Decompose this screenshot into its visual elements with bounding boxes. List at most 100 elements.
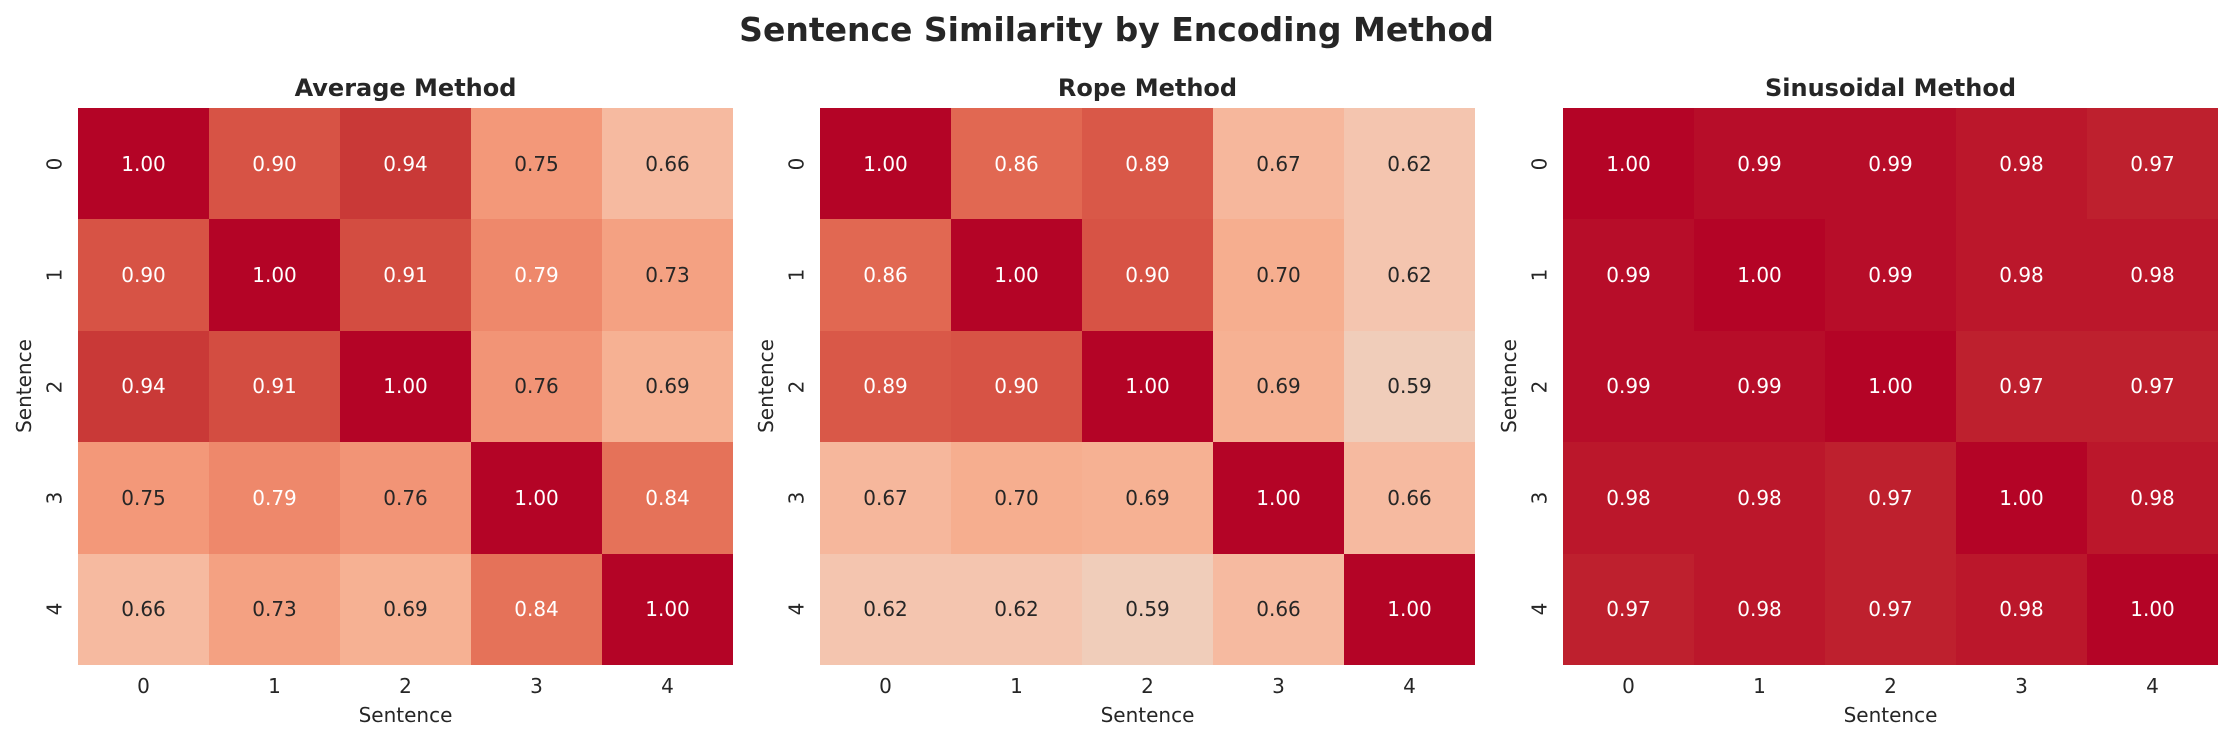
heatmap-cell: 1.00 <box>471 442 602 554</box>
heatmap-cell: 0.99 <box>1694 108 1825 220</box>
heatmap-cell: 0.90 <box>209 108 340 220</box>
heatmap-cell: 0.99 <box>1563 330 1694 443</box>
heatmap-cell: 0.66 <box>1344 442 1475 554</box>
heatmap-cell: 0.98 <box>1694 553 1825 665</box>
heatmap-cell: 0.86 <box>951 108 1082 220</box>
heatmap-cell: 0.97 <box>1563 553 1694 665</box>
heatmap-cell: 0.69 <box>1213 330 1344 443</box>
heatmap-cell: 0.90 <box>951 330 1082 443</box>
y-tick: 3 <box>41 491 66 505</box>
heatmap-grid: 1.00 0.90 0.94 0.75 0.66 0.90 1.00 0.91 0.79 0.73… <box>78 108 733 665</box>
x-axis-ticks: 0 1 2 3 4 <box>78 672 733 700</box>
heatmap-grid: 1.00 0.99 0.99 0.98 0.97 0.99 1.00 0.99 0.98 0.98… <box>1563 108 2218 665</box>
heatmap-cell: 0.62 <box>1344 108 1475 220</box>
y-tick: 4 <box>783 602 808 616</box>
x-tick: 4 <box>661 674 674 698</box>
heatmap-cell: 0.69 <box>1082 442 1213 554</box>
heatmap-cell: 1.00 <box>1082 330 1213 443</box>
heatmap-cell: 0.69 <box>340 553 471 665</box>
y-tick: 3 <box>783 491 808 505</box>
heatmap-cell: 1.00 <box>1956 442 2087 554</box>
heatmap-cell: 0.98 <box>1956 108 2087 220</box>
heatmap-cell: 1.00 <box>1344 553 1475 665</box>
figure-title: Sentence Similarity by Encoding Method <box>739 10 1494 49</box>
heatmap-cell: 0.79 <box>471 219 602 331</box>
heatmap-cell: 0.97 <box>2087 108 2218 220</box>
heatmap-cell: 0.89 <box>1082 108 1213 220</box>
y-tick: 2 <box>1526 380 1551 393</box>
heatmap-cell: 0.94 <box>340 108 471 220</box>
heatmap-cell: 0.86 <box>820 219 951 331</box>
heatmap-cell: 0.73 <box>602 219 733 331</box>
heatmap-cell: 0.69 <box>602 330 733 443</box>
y-tick: 0 <box>1526 157 1551 171</box>
heatmap-cell: 0.59 <box>1344 330 1475 443</box>
heatmap-grid: 1.00 0.86 0.89 0.67 0.62 0.86 1.00 0.90 0.70 0.62… <box>820 108 1475 665</box>
heatmap-cell: 1.00 <box>1694 219 1825 331</box>
heatmap-cell: 0.94 <box>78 330 209 443</box>
y-tick: 2 <box>783 380 808 393</box>
y-tick: 1 <box>41 268 66 282</box>
y-tick: 4 <box>41 602 66 616</box>
y-tick: 2 <box>41 380 66 393</box>
x-tick: 1 <box>268 674 281 698</box>
x-tick: 2 <box>1141 674 1154 698</box>
y-tick: 1 <box>783 268 808 282</box>
heatmap-cell: 0.89 <box>820 330 951 443</box>
heatmap-cell: 0.79 <box>209 442 340 554</box>
x-tick: 2 <box>399 674 412 698</box>
y-axis-ticks: 0 1 2 3 4 <box>39 108 69 665</box>
heatmap-cell: 0.91 <box>340 219 471 331</box>
x-tick: 0 <box>1622 674 1635 698</box>
heatmap-cell: 0.73 <box>209 553 340 665</box>
heatmap-cell: 1.00 <box>340 330 471 443</box>
heatmap-cell: 1.00 <box>1563 108 1694 220</box>
heatmap-cell: 0.90 <box>1082 219 1213 331</box>
heatmap-cell: 0.76 <box>340 442 471 554</box>
y-tick: 0 <box>783 157 808 171</box>
panel-title: Sinusoidal Method <box>1764 74 2017 102</box>
y-axis-ticks: 0 1 2 3 4 <box>781 108 811 665</box>
heatmap-cell: 0.70 <box>951 442 1082 554</box>
y-tick: 0 <box>41 157 66 171</box>
heatmap-cell: 0.97 <box>1825 442 1956 554</box>
y-tick: 4 <box>1526 602 1551 616</box>
x-tick: 4 <box>1403 674 1416 698</box>
x-tick: 3 <box>1272 674 1285 698</box>
x-tick: 0 <box>137 674 150 698</box>
y-tick: 3 <box>1526 491 1551 505</box>
heatmap-cell: 0.99 <box>1825 108 1956 220</box>
heatmap-cell: 0.62 <box>1344 219 1475 331</box>
x-tick: 1 <box>1753 674 1766 698</box>
heatmap-cell: 0.66 <box>78 553 209 665</box>
heatmap-cell: 0.84 <box>602 442 733 554</box>
x-tick: 0 <box>879 674 892 698</box>
heatmap-cell: 1.00 <box>1213 442 1344 554</box>
heatmap-cell: 0.98 <box>1956 219 2087 331</box>
heatmap-cell: 0.66 <box>1213 553 1344 665</box>
heatmap-cell: 0.67 <box>820 442 951 554</box>
heatmap-cell: 0.98 <box>1563 442 1694 554</box>
heatmap-cell: 0.59 <box>1082 553 1213 665</box>
y-tick: 1 <box>1526 268 1551 282</box>
heatmap-cell: 0.91 <box>209 330 340 443</box>
x-tick: 2 <box>1884 674 1897 698</box>
heatmap-cell: 0.99 <box>1694 330 1825 443</box>
heatmap-cell: 0.66 <box>602 108 733 220</box>
heatmap-cell: 1.00 <box>209 219 340 331</box>
heatmap-cell: 1.00 <box>78 108 209 220</box>
panel-title: Rope Method <box>1057 74 1238 102</box>
heatmap-cell: 0.98 <box>1694 442 1825 554</box>
x-axis-ticks: 0 1 2 3 4 <box>820 672 1475 700</box>
heatmap-cell: 0.97 <box>2087 330 2218 443</box>
heatmap-cell: 0.62 <box>951 553 1082 665</box>
heatmap-cell: 0.70 <box>1213 219 1344 331</box>
panel-title: Average Method <box>294 74 517 102</box>
heatmap-cell: 0.62 <box>820 553 951 665</box>
x-tick: 3 <box>2015 674 2028 698</box>
heatmap-cell: 0.98 <box>2087 442 2218 554</box>
x-axis-label: Sentence <box>1843 703 1938 727</box>
heatmap-cell: 0.84 <box>471 553 602 665</box>
y-axis-ticks: 0 1 2 3 4 <box>1524 108 1554 665</box>
heatmap-cell: 0.90 <box>78 219 209 331</box>
